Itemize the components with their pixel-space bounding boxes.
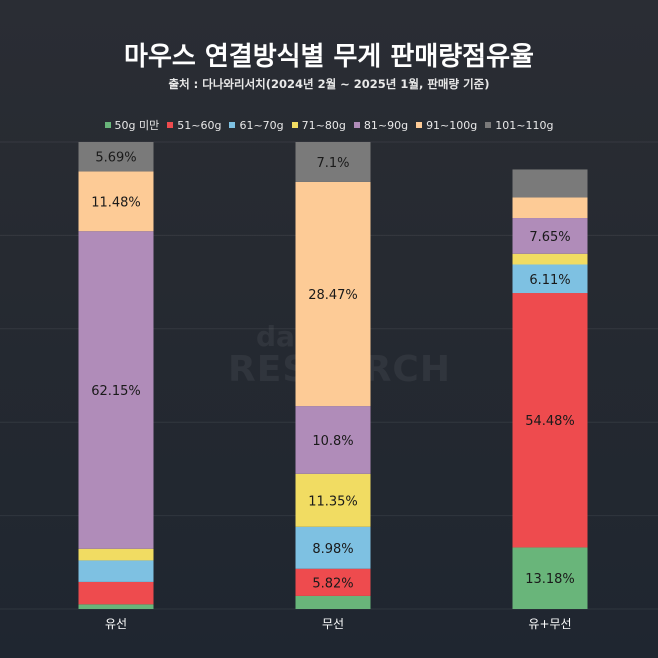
bar-segment: [512, 169, 588, 198]
bar-segment: [512, 293, 588, 548]
bar-segment: [295, 406, 371, 474]
bar-segment: [295, 595, 371, 609]
chart-title: 마우스 연결방식별 무게 판매량점유율: [124, 42, 534, 72]
legend-label: 91~100g: [426, 118, 478, 132]
legend-item: 91~100g: [416, 117, 477, 133]
category-label: 유+무선: [528, 617, 571, 631]
data-label: 7.1%: [316, 156, 349, 171]
legend-item: 71~80g: [291, 117, 346, 133]
legend-swatch: [167, 122, 174, 128]
legend-label: 101~110g: [495, 118, 554, 132]
category-label: 무선: [322, 617, 344, 631]
legend-item: 50g 미만: [104, 117, 160, 133]
legend: 50g 미만 51~60g 61~70g 71~80g 81~90g 91~10…: [0, 117, 658, 133]
watermark-line1: da: [256, 320, 295, 353]
bar-segment: [512, 253, 588, 265]
legend-swatch: [291, 122, 298, 128]
data-label: 28.47%: [308, 288, 358, 303]
legend-swatch: [353, 122, 360, 128]
legend-item: 81~90g: [353, 117, 409, 133]
data-label: 11.35%: [308, 494, 358, 509]
legend-label: 71~80g: [301, 118, 346, 132]
bar-segment: [512, 264, 588, 294]
legend-item: 51~60g: [167, 117, 221, 133]
bar-segment: [295, 473, 371, 527]
data-label: 5.82%: [312, 576, 353, 591]
bar-segment: [512, 197, 588, 219]
legend-item: 61~70g: [229, 117, 284, 133]
bar-segment: [295, 181, 371, 407]
bar-segment: [512, 218, 588, 254]
data-label: 62.15%: [91, 384, 141, 399]
bar-segment: [295, 142, 371, 182]
data-label: 8.98%: [312, 542, 353, 557]
legend-label: 51~60g: [177, 118, 222, 132]
legend-swatch: [229, 122, 236, 128]
bar-segment: [78, 231, 154, 549]
legend-item: 101~110g: [485, 117, 553, 133]
bar-segment: [295, 568, 371, 596]
legend-label: 50g 미만: [114, 119, 160, 132]
legend-label: 81~90g: [363, 118, 409, 132]
data-label: 10.8%: [312, 434, 353, 449]
bar-segment: [295, 526, 371, 569]
legend-swatch: [104, 122, 111, 128]
data-label: 13.18%: [525, 572, 575, 587]
bar-segment: [512, 547, 588, 609]
bar-segment: [78, 548, 154, 561]
data-label: 6.11%: [529, 273, 570, 288]
bar-segment: [78, 560, 154, 582]
legend-swatch: [485, 122, 492, 128]
bar-segment: [78, 142, 154, 172]
legend-swatch: [416, 122, 423, 128]
bar-segment: [78, 604, 154, 609]
bar-segment: [78, 171, 154, 232]
bar-segment: [78, 581, 154, 605]
chart-subtitle: 출처 : 다나와리서치(2024년 2월 ~ 2025년 1월, 판매량 기준): [168, 77, 490, 91]
category-label: 유선: [105, 617, 127, 631]
legend-label: 61~70g: [239, 118, 284, 132]
data-label: 5.69%: [95, 151, 136, 166]
data-label: 11.48%: [91, 195, 141, 210]
data-label: 7.65%: [529, 230, 570, 245]
data-label: 54.48%: [525, 414, 575, 429]
